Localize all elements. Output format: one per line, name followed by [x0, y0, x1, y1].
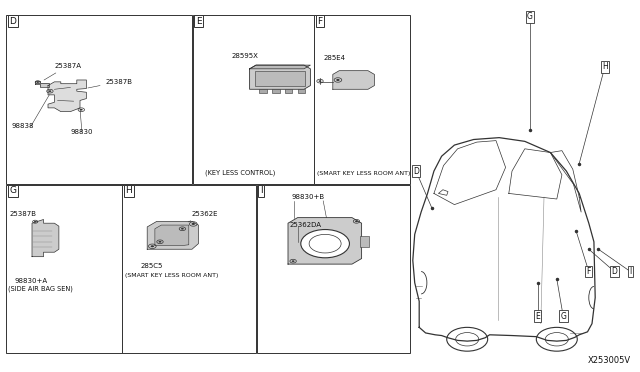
Text: G: G	[560, 312, 566, 321]
Text: I: I	[629, 267, 632, 276]
Circle shape	[49, 90, 51, 92]
Text: G: G	[527, 12, 533, 21]
Text: H: H	[125, 186, 132, 195]
Circle shape	[159, 241, 161, 243]
Bar	[259, 89, 267, 93]
Circle shape	[191, 223, 195, 225]
Bar	[255, 71, 305, 86]
Text: (SMART KEY LESS ROOM ANT): (SMART KEY LESS ROOM ANT)	[125, 273, 218, 278]
Bar	[298, 89, 305, 93]
Text: 25387B: 25387B	[88, 79, 132, 88]
Text: F: F	[317, 17, 323, 26]
Circle shape	[336, 79, 340, 81]
Circle shape	[34, 221, 36, 222]
Text: 98830: 98830	[70, 129, 93, 135]
Polygon shape	[48, 80, 86, 112]
Text: D: D	[413, 167, 419, 176]
Polygon shape	[288, 218, 362, 264]
Polygon shape	[35, 81, 49, 87]
Text: 98830+A: 98830+A	[14, 278, 47, 284]
Text: (SMART KEY LESS ROOM ANT): (SMART KEY LESS ROOM ANT)	[317, 171, 411, 176]
Circle shape	[36, 81, 39, 83]
Polygon shape	[147, 221, 198, 249]
Text: 98838: 98838	[12, 124, 34, 129]
Polygon shape	[155, 225, 189, 246]
Text: 25387B: 25387B	[10, 211, 36, 222]
Polygon shape	[250, 65, 310, 69]
Bar	[360, 236, 369, 247]
Polygon shape	[250, 65, 310, 89]
Circle shape	[150, 245, 154, 247]
Bar	[257, 185, 410, 353]
Text: I: I	[260, 186, 262, 195]
Text: 285C5: 285C5	[141, 263, 163, 269]
Text: 25362E: 25362E	[188, 211, 218, 222]
Text: E: E	[535, 312, 540, 321]
Circle shape	[301, 230, 349, 258]
Circle shape	[80, 109, 83, 110]
Bar	[314, 15, 410, 184]
Text: 25387A: 25387A	[44, 63, 81, 80]
Circle shape	[355, 221, 358, 222]
Circle shape	[319, 80, 321, 82]
Circle shape	[292, 260, 294, 262]
Bar	[6, 185, 122, 353]
Text: H: H	[602, 62, 607, 71]
Text: (SIDE AIR BAG SEN): (SIDE AIR BAG SEN)	[8, 286, 73, 292]
Text: D: D	[10, 17, 17, 26]
Polygon shape	[333, 71, 374, 89]
Text: G: G	[10, 186, 17, 195]
Bar	[285, 89, 292, 93]
Bar	[6, 15, 192, 184]
Text: F: F	[587, 267, 591, 276]
Circle shape	[181, 228, 184, 230]
Text: 28595X: 28595X	[232, 53, 259, 59]
Text: 98830+B: 98830+B	[291, 194, 324, 200]
Text: E: E	[196, 17, 202, 26]
Text: 25362DA: 25362DA	[289, 222, 321, 228]
Bar	[272, 89, 280, 93]
Text: 285E4: 285E4	[323, 55, 345, 61]
Text: X253005V: X253005V	[588, 356, 630, 365]
Text: D: D	[611, 267, 618, 276]
Polygon shape	[32, 219, 59, 257]
Text: (KEY LESS CONTROL): (KEY LESS CONTROL)	[205, 170, 275, 176]
Bar	[122, 185, 256, 353]
Bar	[193, 15, 314, 184]
